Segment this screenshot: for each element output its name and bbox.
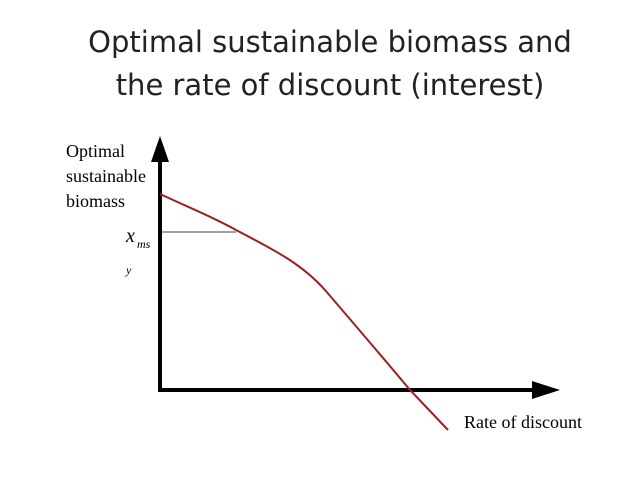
marker-subscript: y [125,263,132,277]
y-axis-label: Optimal [66,141,125,161]
y-axis-arrow [151,136,169,162]
marker-subscript: ms [137,237,151,251]
x-axis-label: Rate of discount [464,412,582,432]
y-axis-label: sustainable [66,166,146,186]
title-line: the rate of discount (interest) [116,68,545,102]
marker-symbol: x [125,225,135,247]
title-line: Optimal sustainable biomass and [88,25,572,59]
x-axis-arrow [532,381,560,399]
biomass-curve [159,193,449,431]
y-axis-label: biomass [66,191,125,211]
